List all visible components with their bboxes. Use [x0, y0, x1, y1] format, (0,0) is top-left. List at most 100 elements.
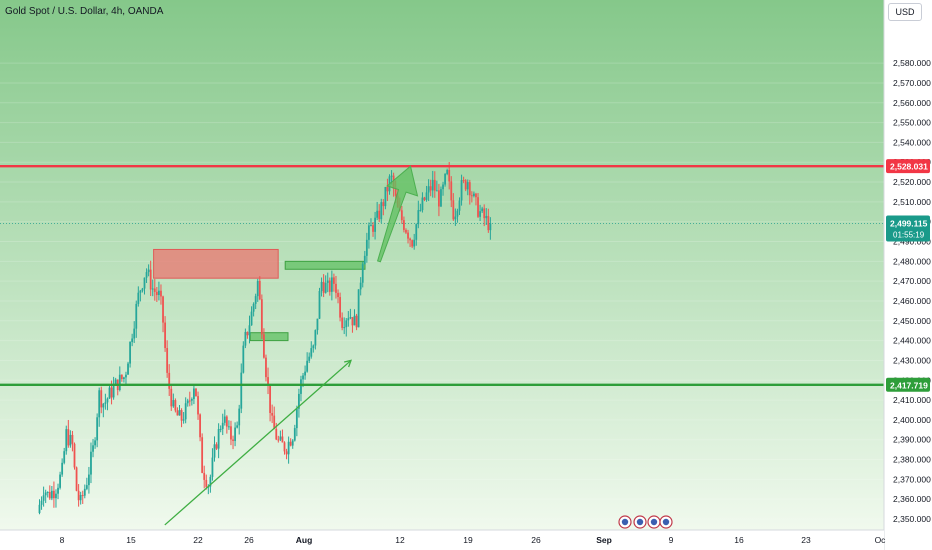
time-axis[interactable]: 8 15 22 26 Aug 12 19 26 Sep 9 16 23 Oc — [0, 529, 887, 550]
candle — [372, 225, 374, 232]
candle — [411, 240, 414, 247]
countdown-label: 01:55:19 — [893, 230, 925, 239]
supply-zone — [153, 248, 279, 279]
price-tick-label: 2,570.000 — [893, 78, 931, 88]
candle — [69, 434, 72, 446]
candle — [65, 429, 68, 452]
candle — [205, 479, 208, 487]
candle — [252, 303, 255, 312]
time-tick-label: Oc — [875, 535, 887, 545]
candle — [318, 291, 321, 319]
candle — [326, 280, 329, 283]
candle — [230, 426, 232, 440]
candle — [98, 390, 101, 418]
candle — [376, 210, 379, 218]
candle — [300, 379, 302, 394]
candle — [322, 281, 325, 293]
time-tick-label: Aug — [296, 535, 313, 545]
currency-button[interactable]: USD — [888, 3, 922, 21]
candle — [221, 422, 224, 429]
time-tick-label: 8 — [60, 535, 65, 545]
candle — [153, 288, 156, 292]
price-tick-label: 2,350.000 — [893, 514, 931, 524]
price-tick-label: 2,540.000 — [893, 137, 931, 147]
candle — [330, 277, 333, 292]
candle — [172, 400, 175, 407]
candle — [186, 400, 189, 404]
candle — [209, 476, 212, 487]
candle — [357, 289, 360, 328]
candle — [489, 223, 492, 231]
candle — [320, 281, 323, 292]
candle — [477, 197, 479, 217]
candle — [40, 500, 43, 505]
candle — [258, 280, 261, 300]
candle — [232, 439, 234, 441]
candle — [236, 425, 239, 428]
candle — [267, 377, 269, 386]
candle — [174, 400, 177, 411]
candle — [481, 208, 484, 212]
candle — [123, 377, 125, 380]
candle — [131, 338, 134, 343]
candle — [403, 220, 405, 230]
candle — [61, 462, 64, 475]
candle — [57, 487, 59, 494]
candle — [38, 504, 41, 514]
candle — [158, 290, 160, 296]
candle — [341, 317, 344, 328]
candle — [370, 225, 372, 227]
candle — [228, 426, 230, 428]
candle — [351, 317, 354, 326]
candle — [71, 434, 74, 444]
time-tick-label: 19 — [463, 535, 473, 545]
price-tick-label: 2,460.000 — [893, 296, 931, 306]
price-tick-label: 2,390.000 — [893, 435, 931, 445]
candle — [475, 193, 477, 198]
price-axis-bg — [884, 0, 932, 550]
candle — [446, 170, 449, 175]
trendline[interactable] — [164, 359, 352, 526]
candle — [359, 282, 362, 290]
candle — [102, 403, 105, 408]
price-tick-label: 2,560.000 — [893, 98, 931, 108]
price-tick-label: 2,510.000 — [893, 197, 931, 207]
candle — [112, 385, 115, 398]
candle — [244, 331, 247, 346]
candle — [225, 416, 228, 427]
candle — [160, 290, 162, 297]
candle — [42, 495, 45, 501]
candle — [90, 451, 92, 475]
candle — [456, 210, 459, 217]
candle — [415, 224, 418, 240]
candle — [302, 375, 304, 380]
candle — [53, 490, 55, 499]
candle — [135, 303, 138, 329]
candle — [440, 189, 442, 207]
candle — [298, 393, 300, 409]
projection-arrow[interactable] — [376, 165, 419, 263]
candle — [238, 408, 241, 426]
time-axis-bg — [0, 530, 884, 550]
candle — [394, 188, 397, 196]
candle — [285, 451, 288, 455]
grid — [0, 62, 884, 520]
candle — [108, 387, 111, 399]
candle — [223, 416, 226, 423]
candle — [275, 429, 278, 440]
price-axis[interactable]: 2,350.000 2,360.000 2,370.000 2,380.000 2,39… — [883, 0, 932, 550]
candle — [421, 197, 424, 211]
candle — [178, 410, 181, 416]
candle — [120, 374, 123, 380]
candle — [44, 492, 47, 496]
candle — [193, 388, 195, 400]
candle — [427, 186, 430, 193]
candle — [308, 356, 311, 361]
candle — [197, 396, 199, 415]
candle — [314, 330, 317, 346]
candle — [168, 372, 171, 389]
candle — [291, 440, 294, 446]
drawings — [164, 165, 419, 526]
